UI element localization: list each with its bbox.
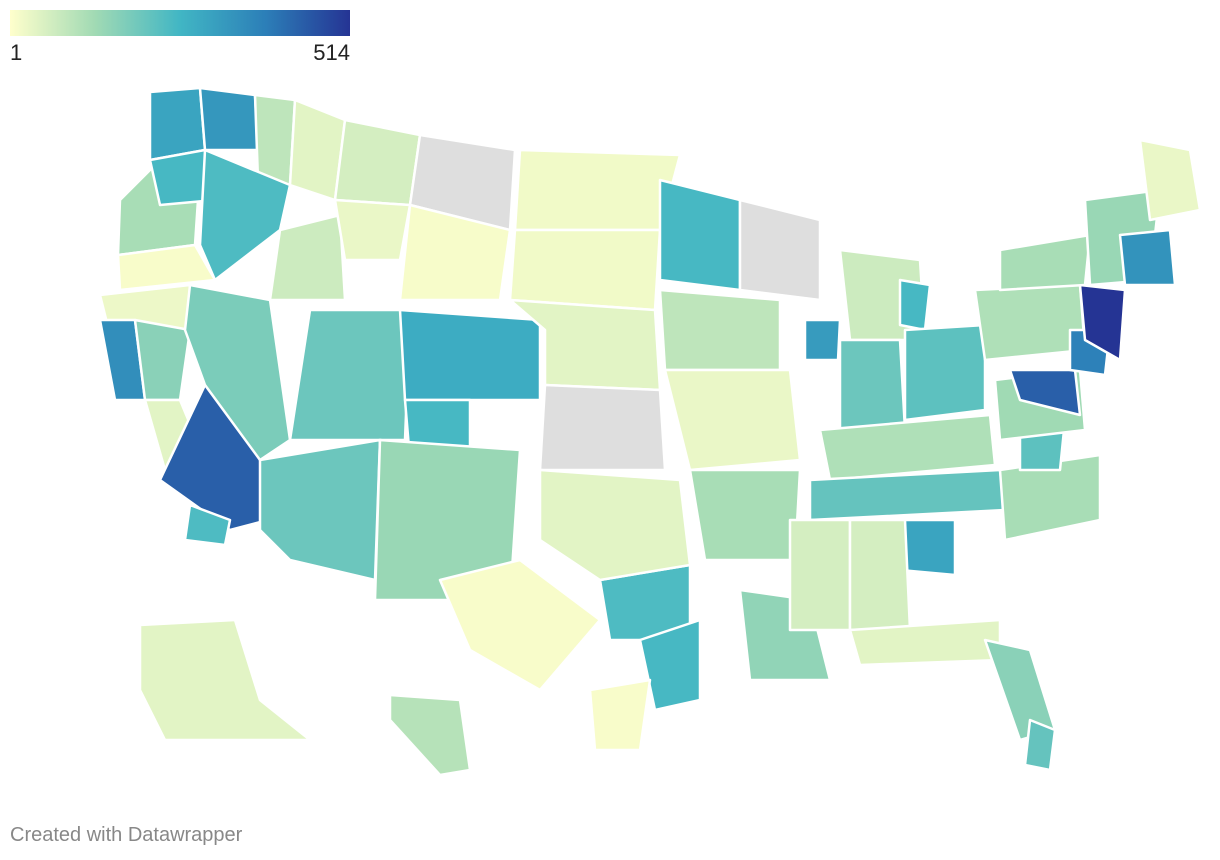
region-eastern-idaho[interactable] bbox=[333, 198, 412, 262]
region-boise[interactable] bbox=[268, 213, 347, 302]
region-upstate-new-york[interactable] bbox=[998, 233, 1092, 292]
legend-max-label: 514 bbox=[313, 40, 350, 65]
region-colorado[interactable] bbox=[398, 308, 542, 402]
region-utah[interactable] bbox=[288, 308, 412, 442]
region-pennsylvania[interactable] bbox=[973, 283, 1087, 362]
region-maine[interactable] bbox=[1138, 138, 1202, 222]
region-iowa[interactable] bbox=[658, 288, 782, 372]
region-missouri[interactable] bbox=[663, 368, 802, 472]
region-arkansas[interactable] bbox=[688, 468, 802, 562]
region-tennessee[interactable] bbox=[808, 468, 1007, 522]
region-carolinas[interactable] bbox=[998, 453, 1102, 542]
region-washington-coast[interactable] bbox=[148, 86, 207, 162]
region-arizona[interactable] bbox=[258, 438, 382, 582]
color-legend: 1 514 bbox=[10, 10, 350, 66]
region-mississippi[interactable] bbox=[788, 518, 852, 632]
region-central-oregon[interactable] bbox=[198, 148, 292, 282]
region-dc-baltimore[interactable] bbox=[1008, 368, 1082, 417]
region-hawaii[interactable] bbox=[388, 693, 472, 777]
credit-text: Created with Datawrapper bbox=[10, 824, 243, 846]
region-southern-oregon[interactable] bbox=[116, 243, 217, 292]
legend-min-label: 1 bbox=[10, 40, 23, 65]
region-kentucky[interactable] bbox=[818, 413, 997, 482]
region-ohio[interactable] bbox=[903, 323, 987, 422]
region-alabama[interactable] bbox=[848, 518, 912, 632]
region-west-texas[interactable] bbox=[438, 558, 602, 692]
region-kansas[interactable] bbox=[538, 383, 667, 472]
region-oklahoma[interactable] bbox=[538, 468, 692, 582]
region-south-florida[interactable] bbox=[1023, 718, 1057, 772]
region-san-diego[interactable] bbox=[183, 503, 232, 547]
region-indiana[interactable] bbox=[838, 338, 907, 432]
region-chicago[interactable] bbox=[803, 318, 842, 362]
region-wisconsin[interactable] bbox=[738, 198, 822, 302]
region-south-dakota[interactable] bbox=[508, 228, 662, 312]
region-eastern-washington[interactable] bbox=[253, 93, 297, 187]
region-new-york-city[interactable] bbox=[1078, 283, 1127, 362]
region-boston[interactable] bbox=[1118, 228, 1177, 287]
region-san-antonio[interactable] bbox=[588, 678, 652, 752]
region-seattle-tacoma[interactable] bbox=[198, 86, 260, 152]
region-wyoming[interactable] bbox=[398, 203, 512, 302]
legend-gradient-bar bbox=[10, 10, 350, 36]
region-north-dakota[interactable] bbox=[513, 148, 682, 232]
region-western-montana[interactable] bbox=[333, 118, 422, 207]
region-sacramento[interactable] bbox=[133, 318, 192, 402]
region-minneapolis[interactable] bbox=[658, 178, 742, 292]
region-detroit[interactable] bbox=[898, 278, 932, 332]
region-alaska[interactable] bbox=[138, 618, 312, 742]
